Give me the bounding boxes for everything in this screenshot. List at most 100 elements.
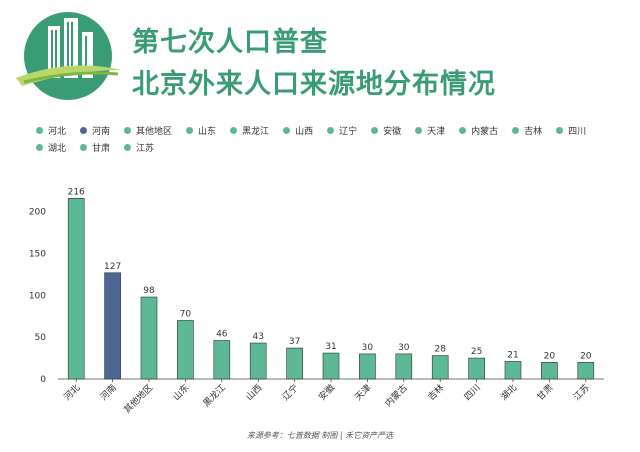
x-tick-label: 河北 — [61, 382, 82, 403]
legend-dot-icon — [283, 127, 291, 134]
legend-dot-icon — [36, 144, 43, 151]
legend-dot-icon — [459, 127, 467, 134]
bar-value-label: 37 — [289, 337, 300, 347]
x-tick-label: 山东 — [170, 382, 191, 403]
x-tick-label: 黑龙江 — [200, 382, 228, 410]
legend-dot-icon — [556, 127, 564, 134]
legend-label: 内蒙古 — [471, 127, 499, 137]
x-tick-label: 甘肃 — [534, 382, 555, 403]
y-tick-label: 100 — [29, 291, 46, 301]
source-note: 来源参考：七普数据 制图 | 禾它资产严选 — [246, 431, 394, 440]
legend-label: 甘肃 — [92, 144, 111, 154]
legend-item: 河北 — [36, 124, 66, 137]
legend-item: 山东 — [186, 124, 216, 137]
legend-label: 江苏 — [136, 144, 155, 154]
bar — [468, 357, 485, 380]
x-tick-label: 河南 — [97, 382, 118, 403]
legend-item: 河南 — [80, 124, 110, 137]
y-tick-label: 0 — [40, 375, 46, 385]
y-tick-label: 150 — [29, 250, 46, 260]
bar — [140, 296, 158, 380]
bar — [249, 342, 267, 380]
bar-value-label: 20 — [544, 351, 556, 361]
legend-item: 吉林 — [512, 124, 542, 137]
legend-label: 辽宁 — [339, 127, 358, 137]
x-tick-label: 安徽 — [316, 382, 337, 403]
bar-value-label: 21 — [507, 350, 518, 360]
x-tick-label: 内蒙古 — [382, 382, 410, 410]
bar-value-label: 31 — [325, 342, 336, 352]
x-tick-label: 其他地区 — [121, 382, 155, 416]
y-tick-label: 200 — [29, 208, 46, 218]
legend-dot-icon — [512, 127, 520, 134]
bar — [431, 355, 449, 380]
legend-item: 内蒙古 — [459, 124, 498, 137]
legend-label: 其他地区 — [136, 127, 173, 137]
bar-value-label: 98 — [143, 286, 155, 296]
bar — [504, 361, 522, 380]
legend-label: 天津 — [427, 127, 446, 137]
legend-item: 安徽 — [371, 124, 401, 137]
x-tick-label: 江苏 — [571, 382, 592, 403]
y-tick-label: 50 — [35, 333, 47, 343]
legend-label: 吉林 — [524, 127, 543, 137]
legend-item: 江苏 — [124, 141, 154, 154]
bar — [577, 361, 595, 380]
legend-label: 黑龙江 — [242, 127, 270, 137]
legend-dot-icon — [186, 127, 194, 134]
legend-item: 甘肃 — [80, 141, 110, 154]
bar-value-label: 70 — [180, 309, 192, 319]
legend-label: 河南 — [92, 127, 111, 137]
x-tick-label: 山西 — [244, 382, 265, 403]
legend-item: 其他地区 — [124, 124, 172, 137]
x-tick-label: 吉林 — [425, 382, 446, 403]
legend-item: 四川 — [556, 124, 586, 137]
legend-dot-icon — [371, 127, 379, 134]
x-tick-label: 湖北 — [499, 382, 520, 403]
legend-label: 安徽 — [383, 127, 402, 137]
legend-item: 黑龙江 — [230, 124, 269, 137]
bar — [67, 198, 85, 380]
legend-label: 湖北 — [48, 144, 67, 154]
bar-value-label: 30 — [398, 343, 410, 353]
x-tick-label: 四川 — [463, 383, 483, 403]
bar — [286, 347, 303, 380]
legend-dot-icon — [80, 127, 88, 134]
bar — [213, 340, 231, 380]
page-title-line-1: 第七次人口普查 — [132, 27, 328, 58]
building-logo-icon — [16, 12, 122, 100]
bar-value-label: 46 — [216, 330, 228, 340]
bar-chart: 0 50 100 150 200 216 河北 127 河南 98 其他地区 70 山东 46 黑龙江 43 山… — [29, 187, 604, 416]
legend-dot-icon — [124, 127, 132, 134]
bar — [541, 361, 558, 380]
x-tick-label: 天津 — [353, 382, 374, 403]
bar-value-label: 127 — [104, 262, 121, 272]
legend-dot-icon — [230, 127, 238, 134]
bar — [359, 353, 376, 380]
legend-dot-icon — [36, 127, 43, 134]
chart-legend: 河北 河南 其他地区 山东 黑龙江 山西 辽宁 安徽 天津 内蒙古 吉林 四川湖北 甘肃 江苏 — [36, 124, 626, 154]
bar — [395, 353, 413, 380]
legend-dot-icon — [80, 144, 88, 151]
legend-dot-icon — [415, 127, 423, 134]
bar-value-label: 30 — [362, 343, 374, 353]
legend-item: 天津 — [415, 124, 445, 137]
bar-value-label: 20 — [580, 351, 592, 361]
legend-item: 山西 — [283, 124, 313, 137]
bar — [177, 320, 194, 380]
legend-dot-icon — [327, 127, 335, 134]
bar-value-label: 216 — [68, 187, 85, 197]
bar-value-label: 28 — [434, 345, 446, 355]
legend-dot-icon — [124, 144, 132, 151]
x-tick-label: 辽宁 — [279, 382, 300, 403]
legend-label: 山东 — [198, 127, 217, 137]
page-title-line-2: 北京外来人口来源地分布情况 — [132, 69, 496, 100]
legend-item: 湖北 — [36, 141, 66, 154]
bar-value-label: 25 — [471, 347, 482, 357]
bar — [104, 272, 121, 380]
legend-label: 山西 — [295, 127, 314, 137]
bar — [322, 352, 340, 380]
legend-item: 辽宁 — [327, 124, 357, 137]
bar-value-label: 43 — [252, 332, 263, 342]
